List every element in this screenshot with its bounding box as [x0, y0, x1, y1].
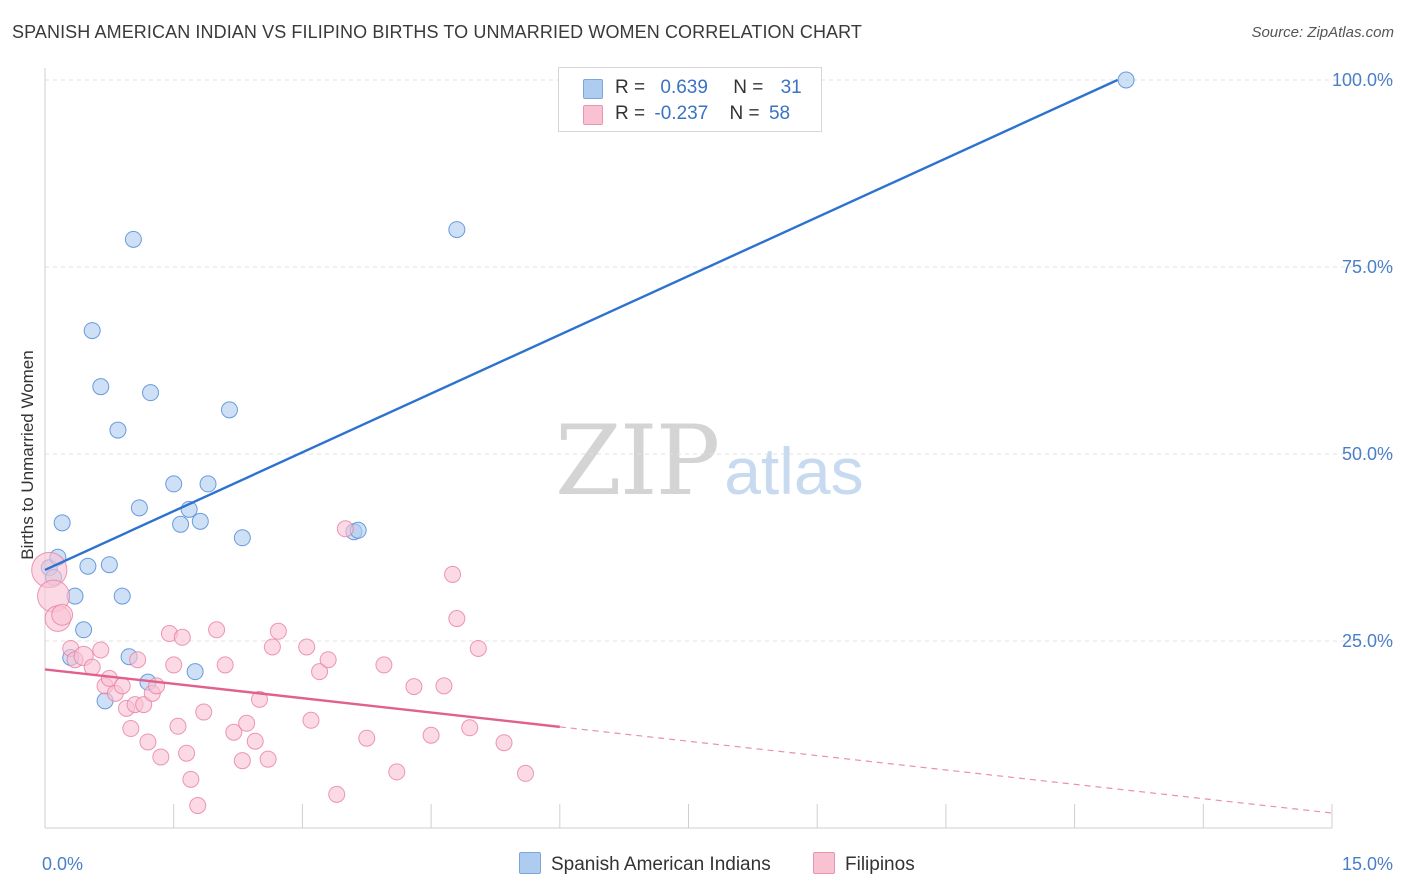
point-spanish-american-indians — [191, 512, 209, 530]
point-filipinos — [152, 748, 170, 766]
point-spanish-american-indians — [92, 378, 110, 396]
point-spanish-american-indians — [220, 401, 238, 419]
legend-r-value: 0.639 — [660, 77, 708, 98]
point-filipinos — [165, 656, 183, 674]
point-spanish-american-indians — [172, 515, 190, 533]
point-filipinos — [113, 677, 131, 695]
trendline-spanish-american-indians — [44, 78, 1118, 572]
point-filipinos — [435, 677, 453, 695]
trendline-filipinos-extension — [559, 726, 1333, 814]
point-filipinos — [422, 726, 440, 744]
point-filipinos — [298, 638, 316, 656]
point-filipinos — [83, 658, 101, 676]
point-filipinos — [51, 603, 74, 626]
correlation-legend: R = 0.639 N = 31 R = -0.237 N = 58 — [558, 67, 822, 132]
point-filipinos — [246, 732, 264, 750]
point-filipinos — [251, 690, 268, 708]
point-filipinos — [469, 639, 487, 657]
point-filipinos — [169, 717, 187, 735]
point-filipinos — [328, 785, 346, 803]
point-spanish-american-indians — [53, 514, 71, 532]
point-filipinos — [448, 610, 466, 628]
point-spanish-american-indians — [199, 475, 217, 493]
point-spanish-american-indians — [448, 221, 466, 239]
point-filipinos — [216, 656, 234, 674]
legend-n-label: N = — [733, 77, 764, 98]
point-filipinos — [516, 764, 534, 782]
watermark-zip: ZIP — [555, 405, 720, 517]
point-filipinos — [92, 641, 110, 659]
point-filipinos — [336, 520, 354, 538]
point-filipinos — [375, 656, 393, 674]
trendline-filipinos — [44, 668, 560, 729]
point-filipinos — [263, 638, 281, 656]
point-filipinos — [311, 663, 329, 681]
bottom-legend-filipinos: Filipinos — [813, 852, 915, 876]
y-axis-label: Births to Unmarried Women — [18, 350, 37, 559]
watermark-atlas: atlas — [724, 434, 864, 508]
legend-swatch-blue — [583, 79, 603, 99]
point-spanish-american-indians — [1117, 71, 1135, 89]
point-filipinos — [233, 752, 251, 770]
point-filipinos — [135, 696, 153, 714]
legend-swatch-pink — [583, 105, 603, 125]
x-tick-label: 15.0% — [1342, 854, 1393, 874]
point-spanish-american-indians — [130, 499, 148, 517]
point-filipinos — [173, 628, 191, 646]
point-filipinos — [189, 797, 207, 815]
point-filipinos — [182, 770, 200, 788]
point-filipinos — [302, 711, 320, 729]
point-spanish-american-indians — [165, 475, 183, 493]
y-tick-label: 50.0% — [1342, 444, 1393, 464]
point-filipinos — [139, 733, 157, 751]
point-spanish-american-indians — [233, 529, 251, 547]
point-filipinos — [495, 734, 513, 752]
point-filipinos — [225, 723, 243, 741]
y-tick-label: 25.0% — [1342, 631, 1393, 651]
point-spanish-american-indians — [113, 587, 131, 605]
point-filipinos — [238, 714, 256, 732]
watermark: ZIPatlas — [555, 405, 864, 517]
legend-n-value: 31 — [780, 77, 802, 98]
point-filipinos — [259, 750, 277, 768]
point-spanish-american-indians — [83, 322, 101, 340]
legend-n-value: 58 — [768, 103, 791, 124]
point-spanish-american-indians — [142, 384, 160, 402]
point-filipinos — [319, 651, 337, 669]
bottom-legend-label: Spanish American Indians — [551, 854, 771, 875]
legend-r-label: R = — [615, 103, 646, 124]
x-tick-label: 0.0% — [42, 854, 83, 874]
point-spanish-american-indians — [186, 663, 204, 681]
point-filipinos — [405, 678, 423, 696]
bottom-legend-spanish-american-indians: Spanish American Indians — [519, 852, 771, 876]
legend-r-value: -0.237 — [654, 103, 709, 124]
point-filipinos — [388, 763, 406, 781]
point-filipinos — [461, 719, 479, 737]
bottom-legend-swatch-blue — [519, 852, 541, 874]
point-filipinos — [129, 651, 147, 669]
source-label: Source: ZipAtlas.com — [1251, 24, 1394, 41]
y-tick-label: 100.0% — [1332, 70, 1393, 90]
point-spanish-american-indians — [75, 621, 93, 639]
point-spanish-american-indians — [124, 230, 142, 248]
point-filipinos — [358, 729, 376, 747]
bottom-legend-swatch-pink — [813, 852, 835, 874]
chart-title: SPANISH AMERICAN INDIAN VS FILIPINO BIRT… — [12, 22, 863, 42]
legend-r-label: R = — [615, 77, 646, 98]
point-spanish-american-indians — [100, 556, 118, 574]
bottom-legend-label: Filipinos — [845, 854, 915, 875]
point-filipinos — [444, 565, 462, 583]
point-filipinos — [178, 744, 196, 762]
point-filipinos — [208, 621, 226, 639]
point-spanish-american-indians — [79, 557, 97, 575]
y-tick-label: 75.0% — [1342, 257, 1393, 277]
point-filipinos — [195, 703, 213, 721]
legend-n-label: N = — [729, 103, 760, 124]
point-filipinos — [269, 622, 287, 640]
point-filipinos — [122, 720, 140, 738]
point-spanish-american-indians — [109, 421, 127, 439]
